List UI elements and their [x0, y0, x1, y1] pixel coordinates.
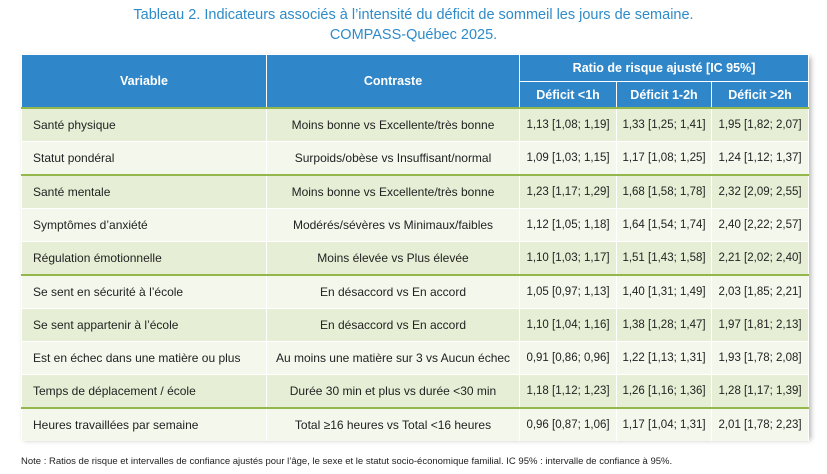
cell-deficit-1-2h: 1,17 [1,08; 1,25]	[616, 141, 712, 175]
table-row: Se sent en sécurité à l’école En désacco…	[21, 274, 810, 309]
cell-deficit-lt1h: 1,09 [1,03; 1,15]	[519, 141, 617, 175]
table-row: Santé mentale Moins bonne vs Excellente/…	[21, 174, 810, 209]
cell-deficit-lt1h: 1,18 [1,12; 1,23]	[519, 374, 617, 408]
cell-variable: Est en échec dans une matière ou plus	[21, 341, 267, 375]
cell-variable: Santé physique	[21, 107, 267, 142]
table-row: Symptômes d’anxiété Modérés/sévères vs M…	[21, 208, 810, 242]
cell-variable: Symptômes d’anxiété	[21, 208, 267, 242]
cell-contraste: Moins bonne vs Excellente/très bonne	[266, 174, 520, 209]
cell-deficit-1-2h: 1,64 [1,54; 1,74]	[616, 208, 712, 242]
cell-deficit-1-2h: 1,22 [1,13; 1,31]	[616, 341, 712, 375]
cell-variable: Se sent en sécurité à l’école	[21, 274, 267, 309]
cell-contraste: En désaccord vs En accord	[266, 274, 520, 309]
cell-deficit-lt1h: 0,96 [0,87; 1,06]	[519, 407, 617, 441]
cell-deficit-gt2h: 1,28 [1,17; 1,39]	[710, 374, 810, 408]
cell-deficit-lt1h: 1,10 [1,04; 1,16]	[519, 308, 617, 342]
cell-deficit-gt2h: 2,03 [1,85; 2,21]	[710, 274, 810, 309]
cell-deficit-1-2h: 1,17 [1,04; 1,31]	[616, 407, 712, 441]
cell-contraste: Moins élevée vs Plus élevée	[266, 241, 520, 275]
cell-deficit-gt2h: 2,21 [2,02; 2,40]	[710, 241, 810, 275]
header-deficit-1-2h: Déficit 1-2h	[616, 81, 712, 109]
cell-deficit-gt2h: 2,32 [2,09; 2,55]	[710, 174, 810, 209]
cell-variable: Statut pondéral	[21, 141, 267, 175]
header-variable: Variable	[21, 54, 267, 109]
cell-contraste: Durée 30 min et plus vs durée <30 min	[266, 374, 520, 408]
header-deficit-lt1h: Déficit <1h	[519, 81, 617, 109]
table-title: Tableau 2. Indicateurs associés à l’inte…	[0, 5, 827, 45]
cell-deficit-gt2h: 1,97 [1,81; 2,13]	[710, 308, 810, 342]
cell-deficit-lt1h: 0,91 [0,86; 0,96]	[519, 341, 617, 375]
cell-variable: Santé mentale	[21, 174, 267, 209]
cell-deficit-1-2h: 1,38 [1,28; 1,47]	[616, 308, 712, 342]
header-contraste: Contraste	[266, 54, 520, 109]
cell-contraste: Modérés/sévères vs Minimaux/faibles	[266, 208, 520, 242]
cell-variable: Régulation émotionnelle	[21, 241, 267, 275]
table-footnote: Note : Ratios de risque et intervalles d…	[21, 456, 673, 467]
cell-variable: Heures travaillées par semaine	[21, 407, 267, 441]
cell-contraste: Moins bonne vs Excellente/très bonne	[266, 107, 520, 142]
title-line-2: COMPASS-Québec 2025.	[329, 27, 498, 43]
cell-variable: Se sent appartenir à l’école	[21, 308, 267, 342]
cell-deficit-1-2h: 1,33 [1,25; 1,41]	[616, 107, 712, 142]
cell-deficit-gt2h: 2,01 [1,78; 2,23]	[710, 407, 810, 441]
cell-deficit-1-2h: 1,68 [1,58; 1,78]	[616, 174, 712, 209]
cell-deficit-lt1h: 1,23 [1,17; 1,29]	[519, 174, 617, 209]
cell-deficit-lt1h: 1,10 [1,03; 1,17]	[519, 241, 617, 275]
table-row: Temps de déplacement / école Durée 30 mi…	[21, 374, 810, 408]
title-line-1: Tableau 2. Indicateurs associés à l’inte…	[133, 7, 694, 23]
header-deficit-gt2h: Déficit >2h	[710, 81, 810, 109]
cell-contraste: Au moins une matière sur 3 vs Aucun éche…	[266, 341, 520, 375]
results-table-container: Variable Contraste Ratio de risque ajust…	[21, 54, 810, 441]
cell-deficit-gt2h: 1,24 [1,12; 1,37]	[710, 141, 810, 175]
cell-deficit-lt1h: 1,13 [1,08; 1,19]	[519, 107, 617, 142]
cell-deficit-lt1h: 1,05 [0,97; 1,13]	[519, 274, 617, 309]
cell-deficit-lt1h: 1,12 [1,05; 1,18]	[519, 208, 617, 242]
cell-deficit-gt2h: 1,93 [1,78; 2,08]	[710, 341, 810, 375]
cell-contraste: En désaccord vs En accord	[266, 308, 520, 342]
table-row: Heures travaillées par semaine Total ≥16…	[21, 407, 810, 441]
cell-contraste: Total ≥16 heures vs Total <16 heures	[266, 407, 520, 441]
cell-deficit-gt2h: 2,40 [2,22; 2,57]	[710, 208, 810, 242]
table-row: Est en échec dans une matière ou plus Au…	[21, 341, 810, 375]
table-row: Se sent appartenir à l’école En désaccor…	[21, 308, 810, 342]
cell-variable: Temps de déplacement / école	[21, 374, 267, 408]
table-row: Régulation émotionnelle Moins élevée vs …	[21, 241, 810, 275]
results-table: Variable Contraste Ratio de risque ajust…	[21, 54, 810, 441]
table-row: Statut pondéral Surpoids/obèse vs Insuff…	[21, 141, 810, 175]
table-row: Santé physique Moins bonne vs Excellente…	[21, 107, 810, 142]
cell-contraste: Surpoids/obèse vs Insuffisant/normal	[266, 141, 520, 175]
cell-deficit-1-2h: 1,51 [1,43; 1,58]	[616, 241, 712, 275]
header-ratio: Ratio de risque ajusté [IC 95%]	[518, 54, 810, 82]
cell-deficit-1-2h: 1,26 [1,16; 1,36]	[616, 374, 712, 408]
cell-deficit-gt2h: 1,95 [1,82; 2,07]	[710, 107, 810, 142]
cell-deficit-1-2h: 1,40 [1,31; 1,49]	[616, 274, 712, 309]
